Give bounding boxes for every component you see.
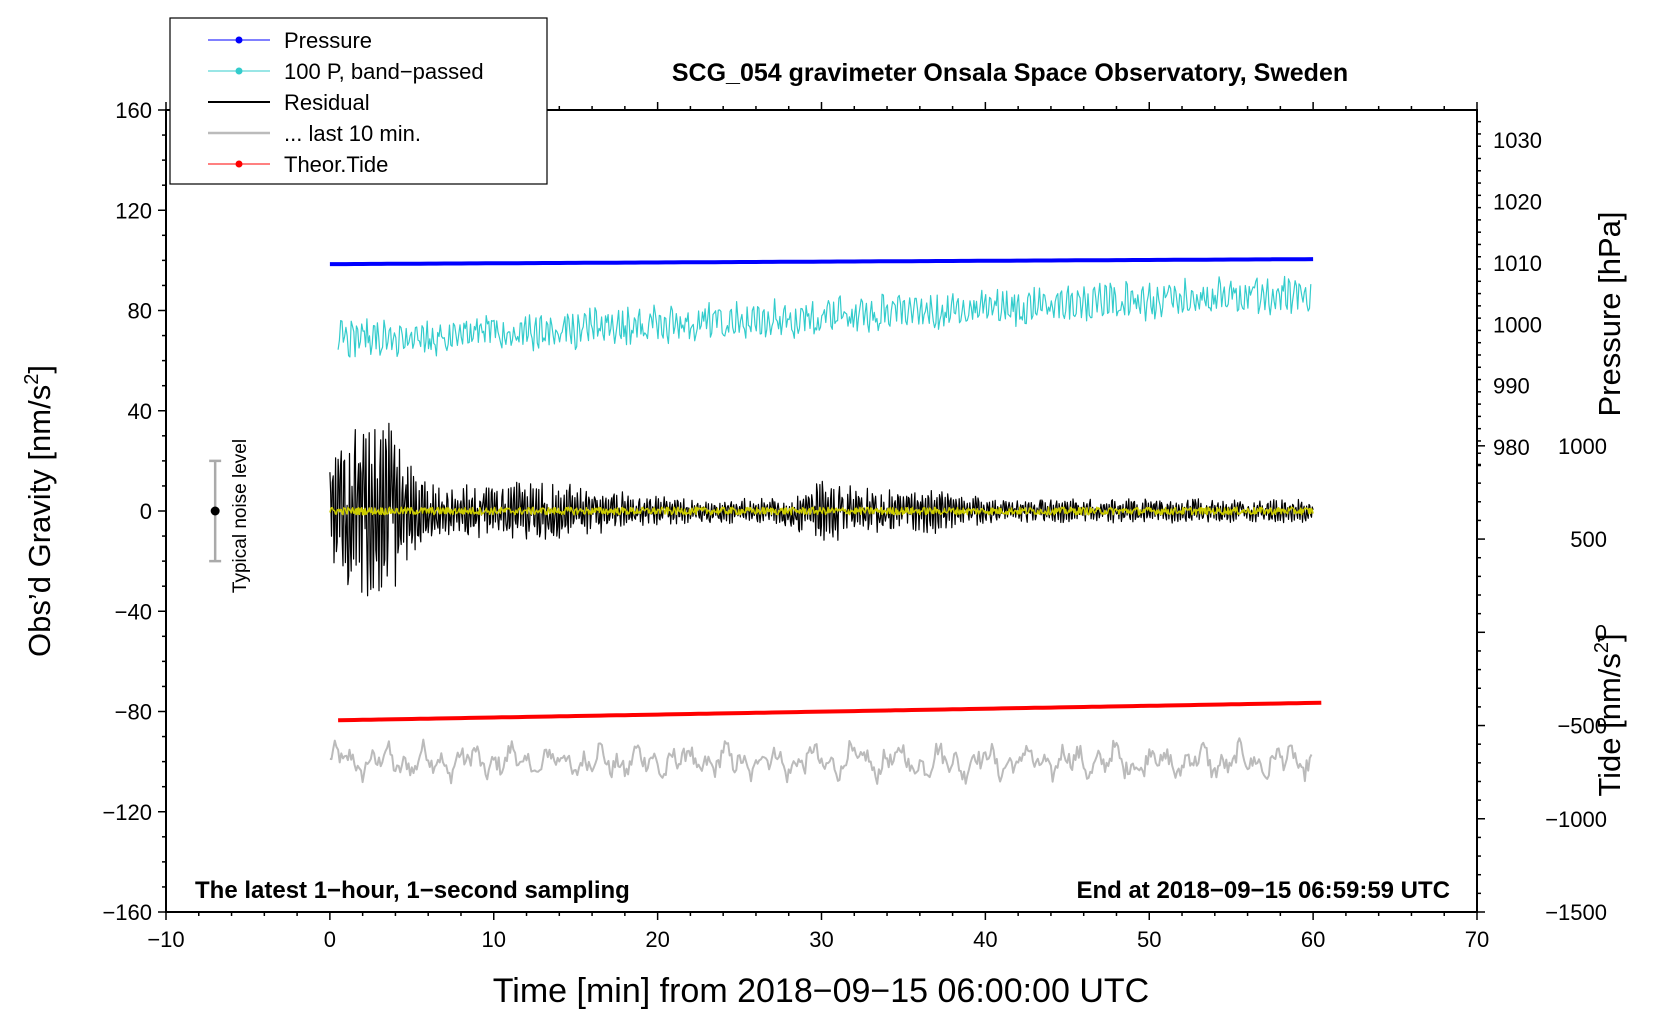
y-tick-label: 120 (115, 198, 152, 223)
tide-axis-ticks: −1500 −1000 −500 0 500 1000 (1477, 434, 1607, 925)
noise-level-label: Typical noise level (230, 439, 251, 593)
y-tick-label: −120 (102, 800, 152, 825)
pressure-tick-label: 1010 (1493, 251, 1542, 276)
pressure-tick-label: 1020 (1493, 189, 1542, 214)
y-axis-label-text: Obs’d Gravity [nm/s (22, 385, 57, 657)
pressure-tick-label: 1000 (1493, 312, 1542, 337)
tide-tick-label: 1000 (1558, 434, 1607, 459)
annotation-sampling: The latest 1−hour, 1−second sampling (195, 877, 630, 904)
legend-label-last10: ... last 10 min. (284, 121, 421, 146)
y-tick-label: −160 (102, 900, 152, 925)
tide-tick-label: −1000 (1545, 807, 1607, 832)
x-tick-label: 50 (1137, 927, 1161, 952)
series-pressure-bandpassed (337, 275, 1312, 358)
series-pressure (329, 257, 1314, 267)
tide-axis-label-sup: 2 (1591, 642, 1613, 653)
y-axis-ticks: −160 −120 −80 −40 0 40 80 120 160 (102, 98, 166, 925)
tide-tick-label: 0 (1595, 620, 1607, 645)
legend-label-tide: Theor.Tide (284, 152, 388, 177)
x-tick-label: −10 (147, 927, 184, 952)
pressure-tick-label: 980 (1493, 435, 1530, 460)
y-tick-label: −80 (115, 700, 152, 725)
noise-bar-center (210, 506, 220, 516)
y-axis-label-tail: ] (22, 365, 57, 374)
x-tick-label: 70 (1465, 927, 1489, 952)
tide-axis-label-text: Tide [nm/s (1592, 653, 1627, 797)
noise-level-bar (209, 459, 222, 563)
legend-label-residual: Residual (284, 90, 370, 115)
legend-label-pressure: Pressure (284, 28, 372, 53)
tide-axis-label: Tide [nm/s2] (1591, 633, 1627, 796)
chart-title: SCG_054 gravimeter Onsala Space Observat… (672, 59, 1348, 87)
pressure-tick-label: 1030 (1493, 128, 1542, 153)
x-tick-label: 20 (645, 927, 669, 952)
pressure-tick-label: 990 (1493, 374, 1530, 399)
x-tick-label: 0 (324, 927, 336, 952)
y-tick-label: 40 (128, 399, 152, 424)
pressure-axis-label: Pressure [hPa] (1592, 211, 1627, 416)
series-last-10-min (329, 737, 1313, 785)
tide-axis-label-tail: ] (1592, 633, 1627, 642)
legend-marker-bandpassed (235, 67, 243, 75)
legend-label-bandpassed: 100 P, band−passed (284, 59, 484, 84)
y-axis-label-sup: 2 (21, 374, 43, 385)
y-tick-label: 160 (115, 98, 152, 123)
series-layer (329, 257, 1322, 785)
tide-tick-label: −500 (1557, 714, 1607, 739)
tide-tick-label: 500 (1570, 527, 1607, 552)
legend: Pressure 100 P, band−passed Residual ...… (169, 17, 548, 185)
x-axis-label: Time [min] from 2018−09−15 06:00:00 UTC (493, 972, 1149, 1010)
tide-tick-label: −1500 (1545, 900, 1607, 925)
y-tick-label: 0 (140, 499, 152, 524)
series-filtered-overlay (329, 506, 1314, 516)
x-tick-label: 10 (482, 927, 506, 952)
y-tick-label: 80 (128, 299, 152, 324)
annotation-end-time: End at 2018−09−15 06:59:59 UTC (1076, 877, 1450, 904)
series-theoretical-tide (338, 700, 1322, 723)
x-tick-label: 60 (1301, 927, 1325, 952)
y-axis-label: Obs’d Gravity [nm/s2] (21, 365, 57, 657)
legend-marker-pressure (235, 36, 243, 44)
pressure-axis-ticks: 980 990 1000 1010 1020 1030 (1477, 120, 1542, 467)
y-tick-label: −40 (115, 599, 152, 624)
x-tick-label: 40 (973, 927, 997, 952)
legend-marker-tide (235, 160, 243, 168)
x-tick-label: 30 (809, 927, 833, 952)
